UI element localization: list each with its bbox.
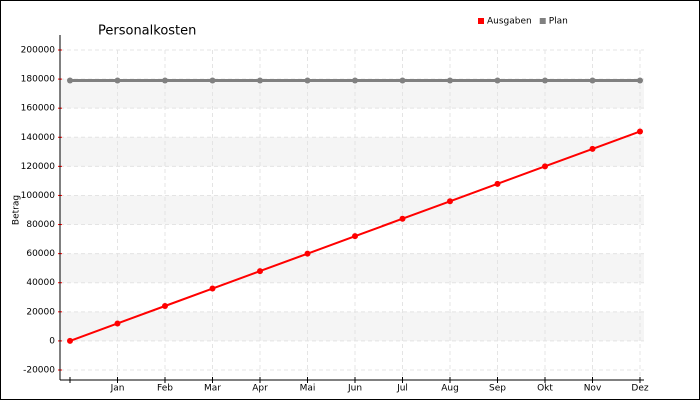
legend-swatch — [478, 18, 484, 24]
chart-title: Personalkosten — [98, 24, 196, 39]
data-point — [257, 268, 263, 275]
data-point — [447, 77, 453, 84]
legend-label: Ausgaben — [487, 17, 532, 27]
data-point — [352, 233, 358, 240]
data-point — [209, 77, 216, 84]
data-point — [589, 77, 596, 84]
data-point — [67, 77, 73, 84]
data-point — [257, 77, 263, 84]
grid-band — [60, 137, 644, 167]
y-tick-label: 20000 — [26, 307, 55, 317]
data-point — [304, 250, 311, 257]
grid-band — [60, 79, 644, 109]
data-point — [114, 77, 121, 84]
y-tick-label: 140000 — [21, 133, 56, 143]
x-tick-label: Sep — [489, 384, 506, 394]
data-point — [589, 145, 596, 152]
y-tick-label: 60000 — [26, 249, 55, 259]
x-tick-label: Aug — [441, 384, 459, 394]
x-tick-label: Jan — [110, 384, 125, 394]
data-point — [399, 215, 406, 222]
y-tick-label: 180000 — [21, 75, 56, 85]
data-point — [637, 128, 643, 135]
data-point — [542, 163, 548, 170]
y-tick-label: 40000 — [26, 278, 55, 288]
data-point — [114, 320, 121, 327]
y-tick-label: 200000 — [21, 46, 56, 56]
grid-band — [60, 311, 644, 341]
legend-label: Plan — [549, 17, 568, 27]
y-tick-label: 120000 — [21, 162, 56, 172]
data-point — [304, 77, 311, 84]
y-tick-label: 100000 — [21, 191, 56, 201]
x-tick-label: Dez — [631, 384, 648, 394]
data-point — [399, 77, 406, 84]
y-tick-label: 0 — [49, 336, 55, 346]
grid-band — [60, 195, 644, 225]
y-axis-label: Betrag — [12, 195, 22, 225]
grid-band — [60, 253, 644, 283]
x-tick-label: Okt — [537, 384, 553, 394]
data-point — [67, 337, 73, 344]
y-tick-label: -20000 — [23, 366, 55, 376]
data-point — [637, 77, 643, 84]
x-tick-label: Jul — [396, 384, 408, 394]
y-tick-label: 160000 — [21, 104, 56, 114]
data-point — [209, 285, 216, 292]
x-tick-label: Jun — [347, 384, 362, 394]
x-tick-label: Feb — [157, 384, 173, 394]
data-point — [352, 77, 358, 84]
data-point — [162, 77, 168, 84]
x-tick-label: Apr — [252, 384, 268, 394]
y-tick-label: 80000 — [26, 220, 55, 230]
data-point — [494, 77, 501, 84]
data-point — [447, 198, 453, 205]
x-tick-label: Nov — [584, 384, 602, 394]
data-point — [162, 303, 168, 309]
x-tick-label: Mai — [300, 384, 316, 394]
data-point — [494, 180, 501, 187]
data-point — [542, 77, 548, 84]
x-tick-label: Mar — [204, 384, 221, 394]
legend-swatch — [539, 18, 546, 24]
